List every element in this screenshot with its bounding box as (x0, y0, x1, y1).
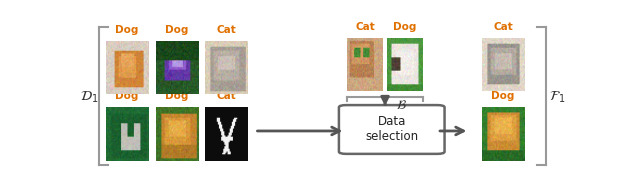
Text: $\mathcal{F}_1$: $\mathcal{F}_1$ (549, 89, 566, 105)
Text: Dog: Dog (165, 91, 188, 101)
Text: $\mathcal{D}_1$: $\mathcal{D}_1$ (79, 89, 98, 105)
Text: Cat: Cat (493, 22, 513, 32)
Text: Cat: Cat (216, 25, 236, 35)
Text: $\mathcal{B}$: $\mathcal{B}$ (396, 98, 407, 112)
Text: Dog: Dog (165, 25, 188, 35)
Text: Cat: Cat (355, 22, 375, 32)
Text: Dog: Dog (492, 91, 515, 101)
Text: Cat: Cat (216, 91, 236, 101)
FancyBboxPatch shape (339, 105, 445, 154)
Text: Dog: Dog (115, 25, 139, 35)
Text: Dog: Dog (393, 22, 417, 32)
Text: Dog: Dog (115, 91, 139, 101)
Text: Data
selection: Data selection (365, 115, 419, 143)
